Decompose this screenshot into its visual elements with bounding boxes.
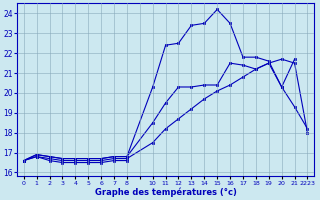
- X-axis label: Graphe des températures (°c): Graphe des températures (°c): [95, 187, 236, 197]
